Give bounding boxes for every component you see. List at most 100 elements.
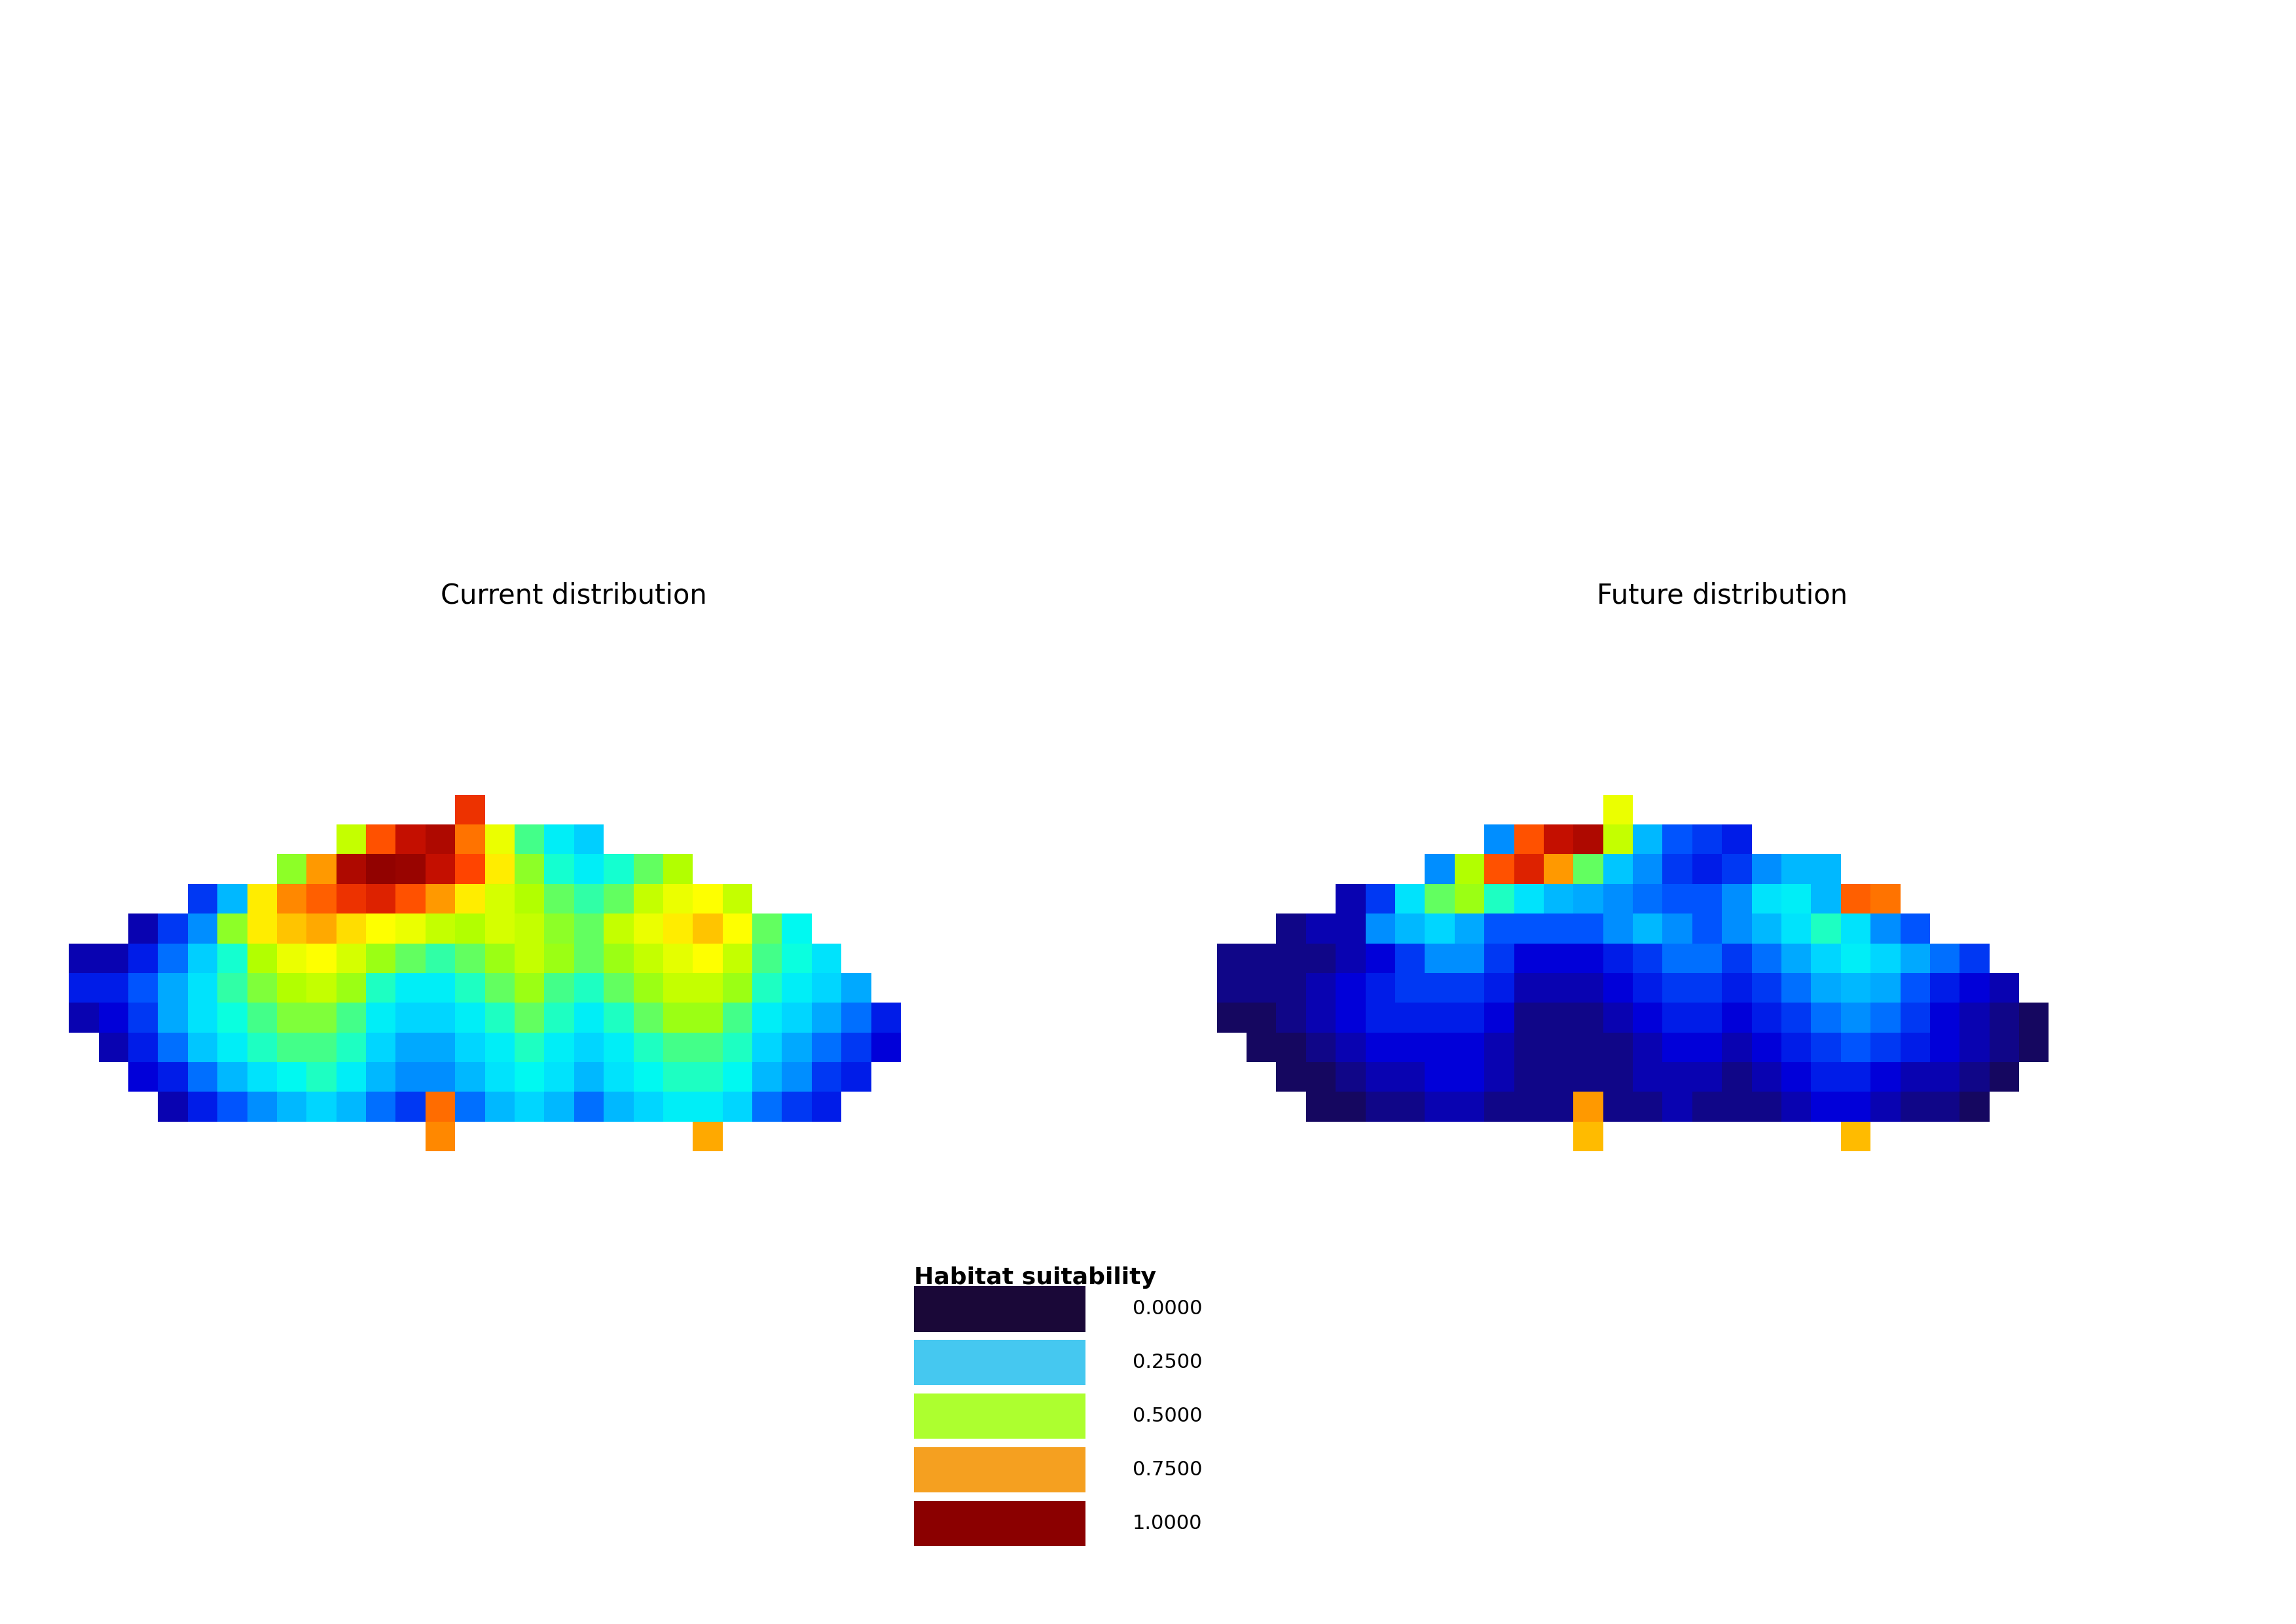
Bar <box>335 1002 365 1033</box>
Bar <box>1722 1002 1752 1033</box>
Bar <box>278 1002 308 1033</box>
Bar <box>753 914 783 944</box>
Bar <box>783 914 813 944</box>
Bar <box>1752 854 1782 883</box>
Bar <box>1961 944 1988 973</box>
Bar <box>1841 944 1871 973</box>
Bar <box>1603 1033 1632 1062</box>
Bar <box>753 944 783 973</box>
Bar <box>365 854 395 883</box>
Bar <box>425 1091 455 1122</box>
Bar <box>1632 1033 1662 1062</box>
Bar <box>1513 883 1543 914</box>
Bar <box>1871 1062 1901 1091</box>
Bar <box>1426 854 1456 883</box>
Bar <box>335 825 365 854</box>
Bar <box>813 1002 840 1033</box>
Bar <box>248 1002 278 1033</box>
Bar <box>1483 973 1513 1002</box>
Bar <box>1961 1062 1988 1091</box>
Bar <box>188 1091 218 1122</box>
Bar <box>1871 1033 1901 1062</box>
Bar <box>188 944 218 973</box>
Bar <box>1603 1091 1632 1122</box>
Bar <box>634 973 664 1002</box>
Bar <box>1217 944 1247 973</box>
Bar <box>1632 1062 1662 1091</box>
Bar <box>1692 1002 1722 1033</box>
Bar <box>484 1033 514 1062</box>
Bar <box>1573 944 1603 973</box>
Bar <box>1426 883 1456 914</box>
Bar <box>218 973 248 1002</box>
Bar <box>1396 883 1426 914</box>
Bar <box>1366 1033 1396 1062</box>
Bar <box>1871 1091 1901 1122</box>
Bar <box>1277 914 1306 944</box>
Bar <box>365 1091 395 1122</box>
Bar <box>1277 973 1306 1002</box>
Bar <box>158 973 188 1002</box>
Bar <box>1603 1062 1632 1091</box>
Bar <box>1513 1002 1543 1033</box>
Bar <box>544 1033 574 1062</box>
Bar <box>69 944 99 973</box>
Bar <box>753 1062 783 1091</box>
Bar <box>455 854 484 883</box>
Bar <box>1543 944 1573 973</box>
Bar <box>278 1091 308 1122</box>
Bar <box>604 883 634 914</box>
Bar <box>129 914 158 944</box>
Bar <box>218 944 248 973</box>
Bar <box>1543 1002 1573 1033</box>
Bar <box>308 1062 335 1091</box>
Bar <box>1306 1062 1336 1091</box>
Bar <box>1513 1033 1543 1062</box>
Bar <box>664 1033 693 1062</box>
Bar <box>813 973 840 1002</box>
Bar <box>395 883 425 914</box>
Bar <box>1483 914 1513 944</box>
Bar <box>308 1033 335 1062</box>
Bar <box>455 1033 484 1062</box>
Bar <box>1782 944 1812 973</box>
Bar <box>455 883 484 914</box>
Bar <box>1513 1091 1543 1122</box>
Bar <box>395 944 425 973</box>
Bar <box>1901 1002 1931 1033</box>
Bar <box>484 825 514 854</box>
Bar <box>1782 883 1812 914</box>
Bar <box>514 854 544 883</box>
Text: 0.7500: 0.7500 <box>1132 1460 1203 1479</box>
Bar <box>574 914 604 944</box>
Bar <box>514 1002 544 1033</box>
Bar <box>1366 1062 1396 1091</box>
Bar <box>1752 1062 1782 1091</box>
Bar <box>1961 973 1988 1002</box>
Bar <box>425 825 455 854</box>
Bar <box>1841 1002 1871 1033</box>
Bar <box>1247 973 1277 1002</box>
Bar <box>544 1091 574 1122</box>
Bar <box>129 1002 158 1033</box>
Bar <box>395 1033 425 1062</box>
Bar <box>158 1002 188 1033</box>
Bar <box>914 1393 1086 1439</box>
Bar <box>1426 914 1456 944</box>
Bar <box>693 973 723 1002</box>
Bar <box>1722 883 1752 914</box>
Bar <box>1336 1002 1366 1033</box>
Bar <box>1513 825 1543 854</box>
Bar <box>723 883 753 914</box>
Bar <box>604 914 634 944</box>
Bar <box>574 944 604 973</box>
Bar <box>723 973 753 1002</box>
Bar <box>1217 1002 1247 1033</box>
Bar <box>1396 1033 1426 1062</box>
Bar <box>1336 1062 1366 1091</box>
Bar <box>1306 1033 1336 1062</box>
Bar <box>1396 914 1426 944</box>
Bar <box>1306 973 1336 1002</box>
Bar <box>1901 944 1931 973</box>
Bar <box>218 1062 248 1091</box>
